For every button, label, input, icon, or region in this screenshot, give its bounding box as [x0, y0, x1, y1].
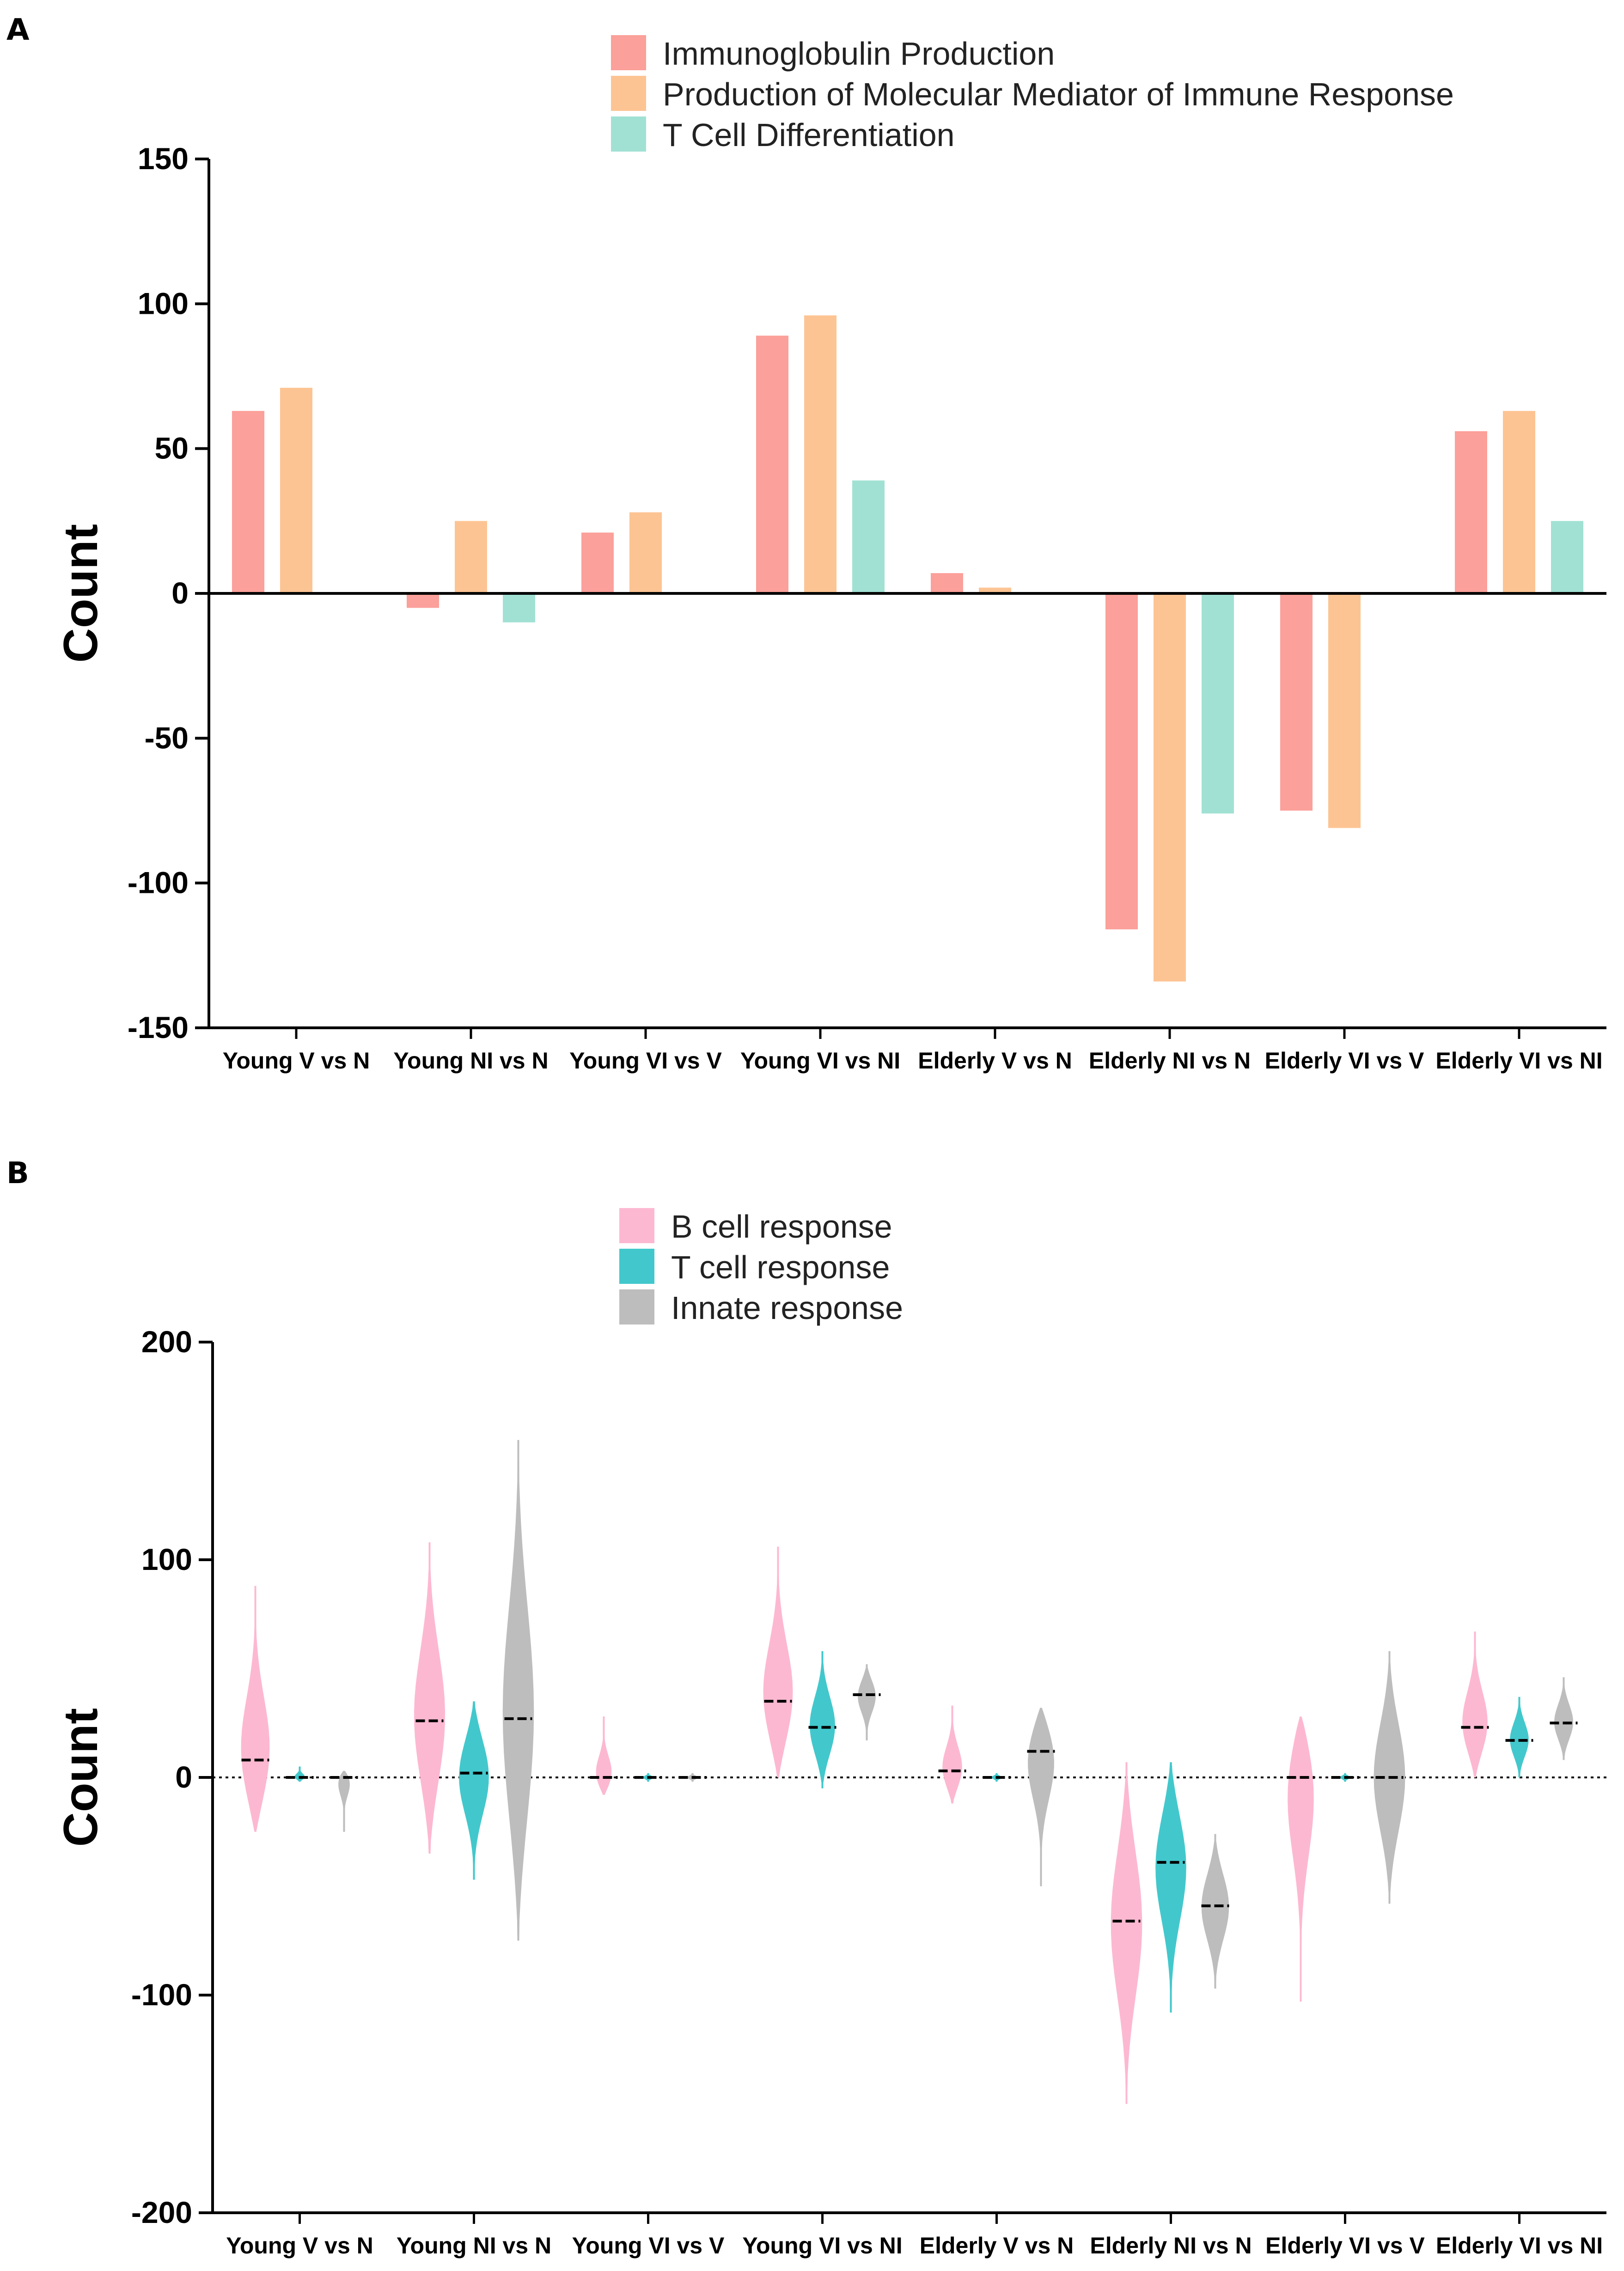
violin-t-cell-response-young-v-vs-n [294, 1766, 305, 1782]
panel-b-x-tick-label: Elderly V vs N [920, 2233, 1074, 2259]
panel-a-legend-swatch-t-cell-differentiation [611, 116, 646, 152]
panel-a-x-tick-label: Young VI vs V [569, 1048, 722, 1074]
panel-a-legend: Immunoglobulin Production Production of M… [611, 35, 1454, 153]
panel-a-legend-swatch-immunoglobulin-production [611, 35, 646, 70]
panel-b-x-tick-label: Young NI vs N [397, 2233, 551, 2259]
bar-t-cell-differentiation-young-vi-vs-ni [852, 480, 885, 593]
panel-b-legend: B cell response T cell response Innate res… [619, 1208, 903, 1326]
panel-b-x-tick-label: Young VI vs V [572, 2233, 725, 2259]
panel-a-letter: A [6, 13, 30, 47]
bar-immunoglobulin-production-elderly-ni-vs-n [1105, 593, 1138, 929]
panel-a-legend-label-production-of-molecular-mediator-of-immune-response: Production of Molecular Mediator of Immu… [663, 76, 1454, 112]
panel-b-x-tick-label: Young V vs N [226, 2233, 373, 2259]
panel-b-legend-label-t-cell-response: T cell response [671, 1249, 890, 1285]
bar-t-cell-differentiation-young-ni-vs-n [503, 593, 535, 623]
panel-a-x-tick-label: Young V vs N [223, 1048, 370, 1074]
panel-a-legend-swatch-production-of-molecular-mediator-of-immune-response [611, 76, 646, 111]
panel-b-legend-label-innate-response: Innate response [671, 1290, 903, 1326]
panel-b-x-tick-label: Elderly VI vs V [1265, 2233, 1425, 2259]
bar-t-cell-differentiation-elderly-ni-vs-n [1202, 593, 1234, 814]
panel-a-x-tick-label: Elderly VI vs NI [1435, 1048, 1602, 1074]
violin-innate-response-elderly-v-vs-n [1028, 1708, 1054, 1886]
bar-production-of-molecular-mediator-of-immune-response-young-vi-vs-v [629, 512, 662, 593]
panel-b-legend-swatch-innate-response [619, 1289, 654, 1325]
violin-b-cell-response-elderly-vi-vs-v [1288, 1716, 1314, 2002]
violin-innate-response-elderly-ni-vs-n [1201, 1834, 1229, 1989]
panel-b-legend-swatch-t-cell-response [619, 1249, 654, 1284]
panel-b-violins [213, 1440, 1606, 2104]
violin-innate-response-young-v-vs-n [338, 1770, 350, 1832]
panel-a-x-tick-label: Young VI vs NI [740, 1048, 900, 1074]
violin-innate-response-elderly-vi-vs-ni [1554, 1677, 1573, 1760]
panel-b-x-tick-label: Elderly NI vs N [1090, 2233, 1252, 2259]
panel-a-y-tick-label: 0 [171, 576, 189, 610]
violin-b-cell-response-elderly-vi-vs-ni [1462, 1631, 1488, 1777]
violin-b-cell-response-young-vi-vs-v [596, 1716, 612, 1795]
violin-innate-response-young-vi-vs-ni [858, 1664, 876, 1740]
bar-production-of-molecular-mediator-of-immune-response-young-ni-vs-n [455, 521, 487, 593]
panel-a-legend-label-immunoglobulin-production: Immunoglobulin Production [663, 36, 1055, 72]
violin-t-cell-response-young-vi-vs-ni [810, 1651, 835, 1789]
violin-t-cell-response-young-ni-vs-n [459, 1701, 489, 1880]
bar-immunoglobulin-production-elderly-v-vs-n [931, 573, 963, 593]
panel-a-y-tick-label: 50 [155, 431, 189, 465]
panel-a-axes: 150 100 50 0 -50 -100 -150 Count Young V vs N You… [54, 141, 1606, 1074]
panel-a-y-tick-label: 150 [138, 141, 189, 176]
panel-b-axes: 200 100 0 -100 -200 Count Young V vs N Young NI… [54, 1325, 1606, 2259]
panel-a-x-tick-label: Elderly NI vs N [1089, 1048, 1251, 1074]
bar-production-of-molecular-mediator-of-immune-response-elderly-ni-vs-n [1154, 593, 1186, 982]
bar-immunoglobulin-production-young-vi-vs-ni [756, 336, 788, 593]
panel-a-y-tick-label: -50 [145, 720, 189, 755]
violin-b-cell-response-young-vi-vs-ni [763, 1546, 793, 1777]
violin-b-cell-response-young-ni-vs-n [414, 1542, 445, 1854]
bar-immunoglobulin-production-young-vi-vs-v [581, 532, 614, 593]
bar-immunoglobulin-production-elderly-vi-vs-ni [1455, 431, 1487, 593]
panel-b-legend-swatch-b-cell-response [619, 1208, 654, 1243]
panel-b-legend-label-b-cell-response: B cell response [671, 1209, 892, 1245]
violin-t-cell-response-elderly-vi-vs-ni [1510, 1697, 1529, 1777]
panel-a-y-axis-title: Count [54, 524, 108, 663]
bar-production-of-molecular-mediator-of-immune-response-elderly-v-vs-n [979, 587, 1011, 593]
bar-immunoglobulin-production-young-ni-vs-n [407, 593, 439, 608]
panel-b-y-tick-label: 100 [141, 1542, 192, 1576]
panel-a-y-tick-label: -100 [128, 866, 189, 900]
panel-b-x-tick-label: Elderly VI vs NI [1436, 2233, 1603, 2259]
panel-b-y-axis-title: Count [54, 1708, 108, 1847]
panel-b-x-tick-label: Young VI vs NI [742, 2233, 902, 2259]
panel-b-y-tick-label: 200 [141, 1325, 192, 1359]
violin-b-cell-response-elderly-ni-vs-n [1111, 1762, 1142, 2104]
panel-a-x-tick-label: Elderly VI vs V [1265, 1048, 1424, 1074]
bar-immunoglobulin-production-elderly-vi-vs-v [1280, 593, 1313, 811]
panel-a-y-tick-label: -150 [128, 1010, 189, 1044]
bar-production-of-molecular-mediator-of-immune-response-young-v-vs-n [280, 388, 312, 593]
panel-a-bars [209, 315, 1606, 982]
panel-a-legend-label-t-cell-differentiation: T Cell Differentiation [663, 117, 955, 153]
panel-a-x-tick-label: Young NI vs N [393, 1048, 548, 1074]
violin-b-cell-response-young-v-vs-n [241, 1586, 270, 1832]
bar-production-of-molecular-mediator-of-immune-response-elderly-vi-vs-v [1328, 593, 1361, 828]
bar-production-of-molecular-mediator-of-immune-response-young-vi-vs-ni [804, 315, 836, 593]
panel-b-y-tick-label: -200 [131, 2195, 192, 2229]
violin-t-cell-response-elderly-ni-vs-n [1155, 1762, 1186, 2013]
panel-a-x-tick-label: Elderly V vs N [918, 1048, 1072, 1074]
violin-b-cell-response-elderly-v-vs-n [942, 1705, 962, 1804]
panel-b-y-tick-label: -100 [131, 1978, 192, 2012]
bar-t-cell-differentiation-elderly-vi-vs-ni [1551, 521, 1583, 593]
panel-b-y-tick-label: 0 [175, 1760, 192, 1794]
panel-a-y-tick-label: 100 [138, 286, 189, 320]
bar-immunoglobulin-production-young-v-vs-n [232, 411, 264, 593]
panel-b-letter: B [6, 1156, 29, 1190]
violin-innate-response-young-ni-vs-n [502, 1440, 534, 1941]
bar-production-of-molecular-mediator-of-immune-response-elderly-vi-vs-ni [1503, 411, 1535, 593]
